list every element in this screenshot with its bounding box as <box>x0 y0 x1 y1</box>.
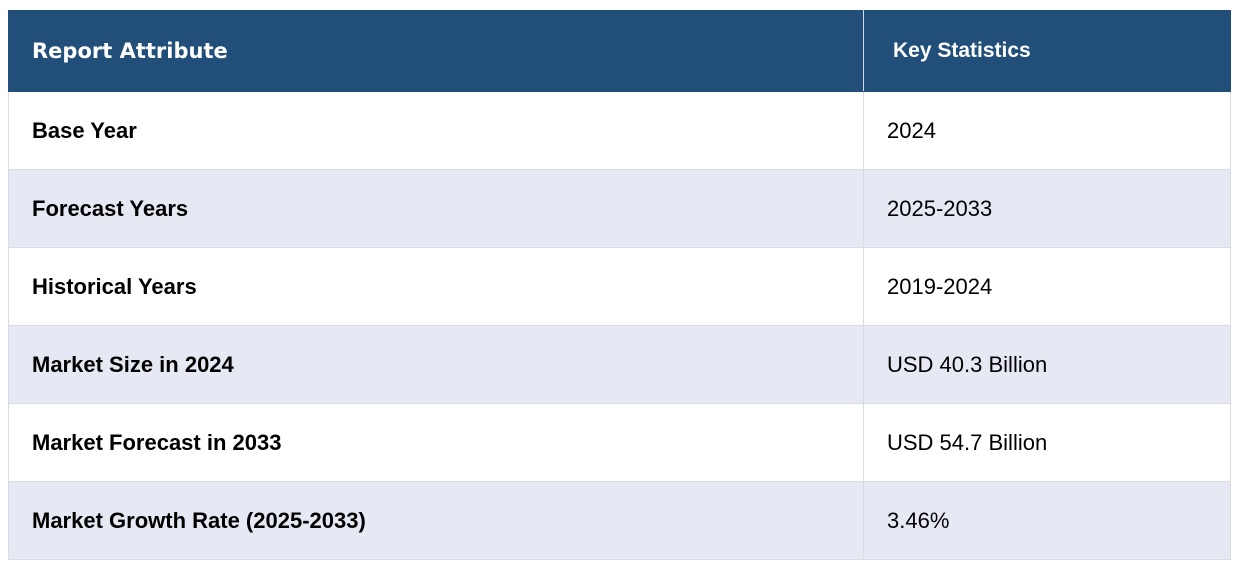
table-row: Base Year 2024 <box>8 91 1231 170</box>
row-value: 2019-2024 <box>863 247 1231 326</box>
row-attribute: Market Forecast in 2033 <box>8 403 864 482</box>
table-row: Market Growth Rate (2025-2033) 3.46% <box>8 481 1231 560</box>
table-row: Historical Years 2019-2024 <box>8 247 1231 326</box>
row-value: USD 40.3 Billion <box>863 325 1231 404</box>
header-row: Report Attribute Key Statistics <box>8 10 1231 92</box>
row-attribute: Base Year <box>8 91 864 170</box>
header-key-statistics: Key Statistics <box>863 10 1231 92</box>
row-attribute: Market Size in 2024 <box>8 325 864 404</box>
report-stats-table: Report Attribute Key Statistics Base Yea… <box>8 10 1231 560</box>
row-value: 3.46% <box>863 481 1231 560</box>
row-value: USD 54.7 Billion <box>863 403 1231 482</box>
table-row: Market Forecast in 2033 USD 54.7 Billion <box>8 403 1231 482</box>
row-attribute: Market Growth Rate (2025-2033) <box>8 481 864 560</box>
table-body: Base Year 2024 Forecast Years 2025-2033 … <box>8 91 1231 560</box>
table-header: Report Attribute Key Statistics <box>8 10 1231 92</box>
table-row: Market Size in 2024 USD 40.3 Billion <box>8 325 1231 404</box>
row-value: 2025-2033 <box>863 169 1231 248</box>
row-attribute: Historical Years <box>8 247 864 326</box>
header-report-attribute: Report Attribute <box>8 10 864 92</box>
table-row: Forecast Years 2025-2033 <box>8 169 1231 248</box>
report-stats-table-container: Report Attribute Key Statistics Base Yea… <box>8 10 1231 560</box>
row-attribute: Forecast Years <box>8 169 864 248</box>
row-value: 2024 <box>863 91 1231 170</box>
